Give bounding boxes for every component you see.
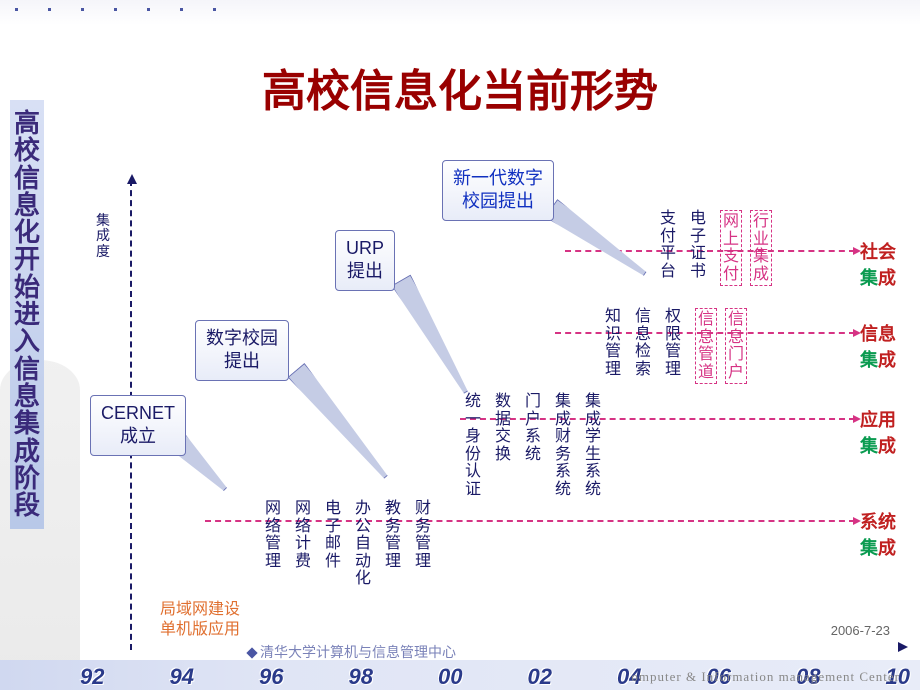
vertical-item: 财务管理: [415, 500, 431, 570]
callout-box: URP提出: [335, 230, 395, 291]
vertical-item: 集成财务系统: [555, 393, 571, 499]
y-axis-label: 集成度: [96, 213, 110, 259]
vertical-item: 行业集成: [750, 210, 772, 286]
vertical-item: 办公自动化: [355, 500, 371, 588]
x-tick: 96: [259, 664, 283, 690]
x-axis-arrow-icon: [898, 642, 908, 652]
vertical-item: 电子邮件: [325, 500, 341, 570]
footer-text: 清华大学计算机与信息管理中心: [260, 642, 456, 662]
vertical-item: 数据交换: [495, 393, 511, 463]
vertical-item: 电子证书: [690, 210, 706, 280]
date-text: 2006-7-23: [831, 623, 890, 638]
y-axis-arrow-icon: [127, 174, 137, 184]
integration-line: [460, 418, 855, 420]
vertical-item: 信息管道: [695, 308, 717, 384]
integration-label: 应用集成: [860, 406, 900, 458]
note-text: 单机版应用: [160, 615, 240, 639]
x-tick: 02: [528, 664, 552, 690]
integration-label: 社会集成: [860, 238, 900, 290]
callout-box: CERNET成立: [90, 395, 186, 456]
chart-area: 社会集成信息集成应用集成系统集成 网络管理网络计费电子邮件办公自动化教务管理财务…: [130, 180, 900, 670]
x-tick: 00: [438, 664, 462, 690]
watermark-text: omputer & Information management Center: [631, 669, 900, 685]
callout-box: 数字校园提出: [195, 320, 289, 381]
callout-box: 新一代数字校园提出: [442, 160, 554, 221]
vertical-item: 门户系统: [525, 393, 541, 463]
vertical-item: 网络管理: [265, 500, 281, 570]
x-tick: 94: [170, 664, 194, 690]
vertical-item: 集成学生系统: [585, 393, 601, 499]
integration-label: 信息集成: [860, 320, 900, 372]
callout-pointer: [391, 275, 475, 399]
vertical-item: 权限管理: [665, 308, 681, 378]
decoration-dots: [0, 0, 920, 20]
vertical-item: 信息检索: [635, 308, 651, 378]
integration-label: 系统集成: [860, 508, 900, 560]
vertical-item: 知识管理: [605, 308, 621, 378]
callout-pointer: [288, 363, 395, 484]
callout-pointer: [545, 199, 652, 283]
x-tick: 98: [349, 664, 373, 690]
side-strip: 高校信息化开始进入信息集成阶段: [10, 100, 44, 529]
vertical-item: 网络计费: [295, 500, 311, 570]
vertical-item: 教务管理: [385, 500, 401, 570]
vertical-item: 支付平台: [660, 210, 676, 280]
page-title: 高校信息化当前形势: [0, 55, 920, 119]
vertical-item: 网上支付: [720, 210, 742, 286]
vertical-item: 统一身份认证: [465, 393, 481, 499]
vertical-item: 信息门户: [725, 308, 747, 384]
x-tick: 92: [80, 664, 104, 690]
